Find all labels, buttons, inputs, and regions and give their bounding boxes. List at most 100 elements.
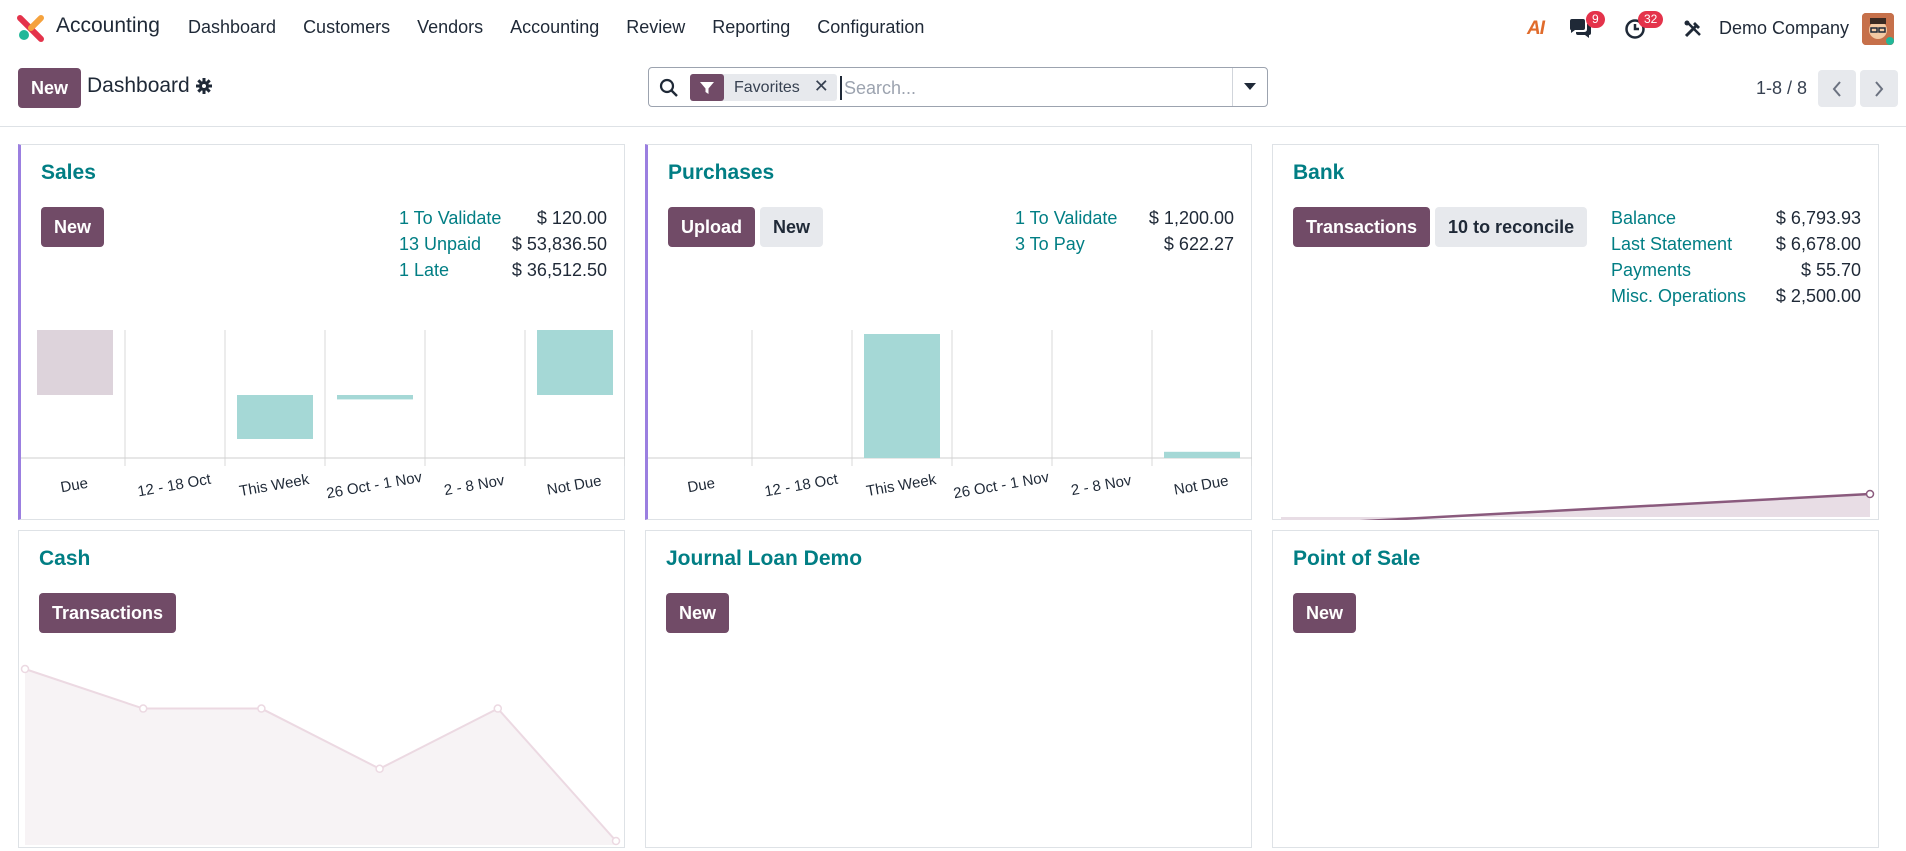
bank-journal-card: Bank Transactions 10 to reconcile Balanc… — [1272, 144, 1879, 520]
stat-row[interactable]: 1 To Validate $ 1,200.00 — [1015, 208, 1234, 234]
search-icon[interactable] — [659, 78, 679, 98]
card-title[interactable]: Journal Loan Demo — [666, 547, 863, 570]
stat-value: $ 1,200.00 — [1148, 208, 1234, 228]
stat-row[interactable]: Balance $ 6,793.93 — [1611, 208, 1861, 234]
menu-review[interactable]: Review — [626, 17, 686, 37]
stat-row[interactable]: 13 Unpaid $ 53,836.50 — [399, 234, 607, 260]
sales-bar-chart[interactable]: Due 12 - 18 Oct This Week 26 Oct - 1 Nov 2 -… — [21, 330, 625, 500]
facet-close-icon[interactable]: ✕ — [813, 76, 829, 96]
x-tick-label: 12 - 18 Oct — [763, 471, 840, 500]
ai-icon: AI — [1527, 17, 1545, 39]
messages-badge: 9 — [1586, 11, 1605, 28]
bank-reconcile-button[interactable]: 10 to reconcile — [1435, 207, 1588, 247]
card-title[interactable]: Point of Sale — [1293, 547, 1421, 570]
stat-label: Last Statement — [1611, 234, 1733, 254]
card-title[interactable]: Purchases — [668, 161, 775, 184]
stat-label: Balance — [1611, 208, 1677, 228]
company-switcher[interactable]: Demo Company — [1719, 18, 1850, 38]
stat-value: $ 120.00 — [536, 208, 607, 228]
activities-button[interactable]: 32 — [1624, 0, 1664, 57]
bank-line-chart[interactable] — [1273, 335, 1878, 520]
stat-label: 1 To Validate — [399, 208, 502, 228]
menu-dashboard[interactable]: Dashboard — [188, 17, 277, 37]
x-tick-label: This Week — [238, 471, 311, 500]
stat-row[interactable]: 3 To Pay $ 622.27 — [1015, 234, 1234, 260]
stat-value: $ 622.27 — [1163, 234, 1234, 254]
pager-value[interactable]: 1-8 / 8 — [1756, 78, 1808, 98]
card-title[interactable]: Bank — [1293, 161, 1345, 184]
breadcrumb-title: Dashboard — [87, 74, 190, 97]
debug-tools-button[interactable] — [1683, 0, 1703, 57]
main-menu: Dashboard Customers Vendors Accounting R… — [188, 17, 951, 38]
cash-line-chart[interactable] — [19, 661, 624, 849]
purchases-journal-card: Purchases Upload New 1 To Validate $ 1,20… — [645, 144, 1252, 520]
chart-bar — [237, 395, 313, 439]
data-point — [1865, 489, 1875, 499]
data-point — [375, 764, 384, 774]
menu-configuration[interactable]: Configuration — [817, 17, 925, 37]
chart-bar — [864, 334, 940, 458]
pager-previous-button[interactable] — [1818, 70, 1856, 107]
cash-journal-card: Cash Transactions — [18, 530, 625, 848]
stat-row[interactable]: 1 To Validate $ 120.00 — [399, 208, 607, 234]
data-point — [611, 836, 621, 846]
data-point — [493, 704, 503, 713]
stat-value: $ 53,836.50 — [511, 234, 607, 254]
stat-label: Payments — [1611, 260, 1692, 280]
avatar-icon — [1862, 13, 1894, 45]
purchases-bar-chart[interactable]: Due 12 - 18 Oct This Week 26 Oct - 1 Nov 2 -… — [648, 330, 1252, 500]
x-tick-label: Due — [59, 475, 89, 497]
menu-vendors[interactable]: Vendors — [417, 17, 484, 37]
search-facet-favorites: Favorites ✕ — [690, 74, 837, 101]
activities-badge: 32 — [1638, 11, 1664, 28]
card-title[interactable]: Cash — [39, 547, 91, 570]
purchases-new-button[interactable]: New — [760, 207, 824, 247]
purchases-upload-button[interactable]: Upload — [668, 207, 755, 247]
new-button[interactable]: New — [18, 68, 81, 108]
facet-label: Favorites — [734, 79, 800, 96]
pager-next-button[interactable] — [1860, 70, 1898, 107]
app-logo-icon[interactable] — [17, 15, 44, 42]
stat-value: $ 36,512.50 — [511, 260, 607, 280]
data-point — [257, 704, 266, 713]
card-title[interactable]: Sales — [41, 161, 96, 184]
x-tick-label: Not Due — [1173, 472, 1230, 498]
caret-down-icon — [1244, 83, 1256, 90]
bank-transactions-button[interactable]: Transactions — [1293, 207, 1431, 247]
gear-icon[interactable] — [196, 78, 212, 94]
top-navbar: Accounting Dashboard Customers Vendors A… — [0, 0, 1906, 57]
stat-row[interactable]: Misc. Operations $ 2,500.00 — [1611, 286, 1861, 312]
search-options-toggle[interactable] — [1232, 68, 1267, 106]
stat-row[interactable]: 1 Late $ 36,512.50 — [399, 260, 607, 286]
menu-customers[interactable]: Customers — [303, 17, 391, 37]
control-panel: New Dashboard Favorites ✕ 1-8 / 8 — [0, 57, 1906, 127]
x-tick-label: Not Due — [546, 472, 603, 498]
series-line — [24, 668, 617, 842]
menu-reporting[interactable]: Reporting — [712, 17, 791, 37]
series-line — [1359, 492, 1871, 520]
point-of-sale-card: Point of Sale New — [1272, 530, 1879, 848]
app-name[interactable]: Accounting — [56, 14, 160, 37]
cash-transactions-button[interactable]: Transactions — [39, 593, 177, 633]
stat-row[interactable]: Last Statement $ 6,678.00 — [1611, 234, 1861, 260]
stat-row[interactable]: Payments $ 55.70 — [1611, 260, 1861, 286]
data-point — [138, 704, 148, 713]
search-input[interactable] — [840, 76, 1220, 100]
data-point — [20, 664, 30, 674]
messages-button[interactable]: 9 — [1568, 0, 1605, 57]
filter-icon — [690, 74, 724, 101]
journal-loan-demo-card: Journal Loan Demo New — [645, 530, 1252, 848]
stat-label: Misc. Operations — [1611, 286, 1747, 306]
sales-stats: 1 To Validate $ 120.00 13 Unpaid $ 53,836.… — [399, 208, 607, 286]
stat-value: $ 2,500.00 — [1775, 286, 1861, 306]
chevron-right-icon — [1875, 80, 1884, 97]
stat-value: $ 6,678.00 — [1775, 234, 1861, 254]
loan-new-button[interactable]: New — [666, 593, 730, 633]
chevron-left-icon — [1832, 80, 1841, 97]
ai-button[interactable]: AI — [1527, 0, 1545, 57]
menu-accounting[interactable]: Accounting — [510, 17, 600, 37]
sales-new-button[interactable]: New — [41, 207, 105, 247]
user-avatar[interactable] — [1862, 13, 1894, 45]
area-fill — [1281, 494, 1870, 520]
pos-new-button[interactable]: New — [1293, 593, 1357, 633]
